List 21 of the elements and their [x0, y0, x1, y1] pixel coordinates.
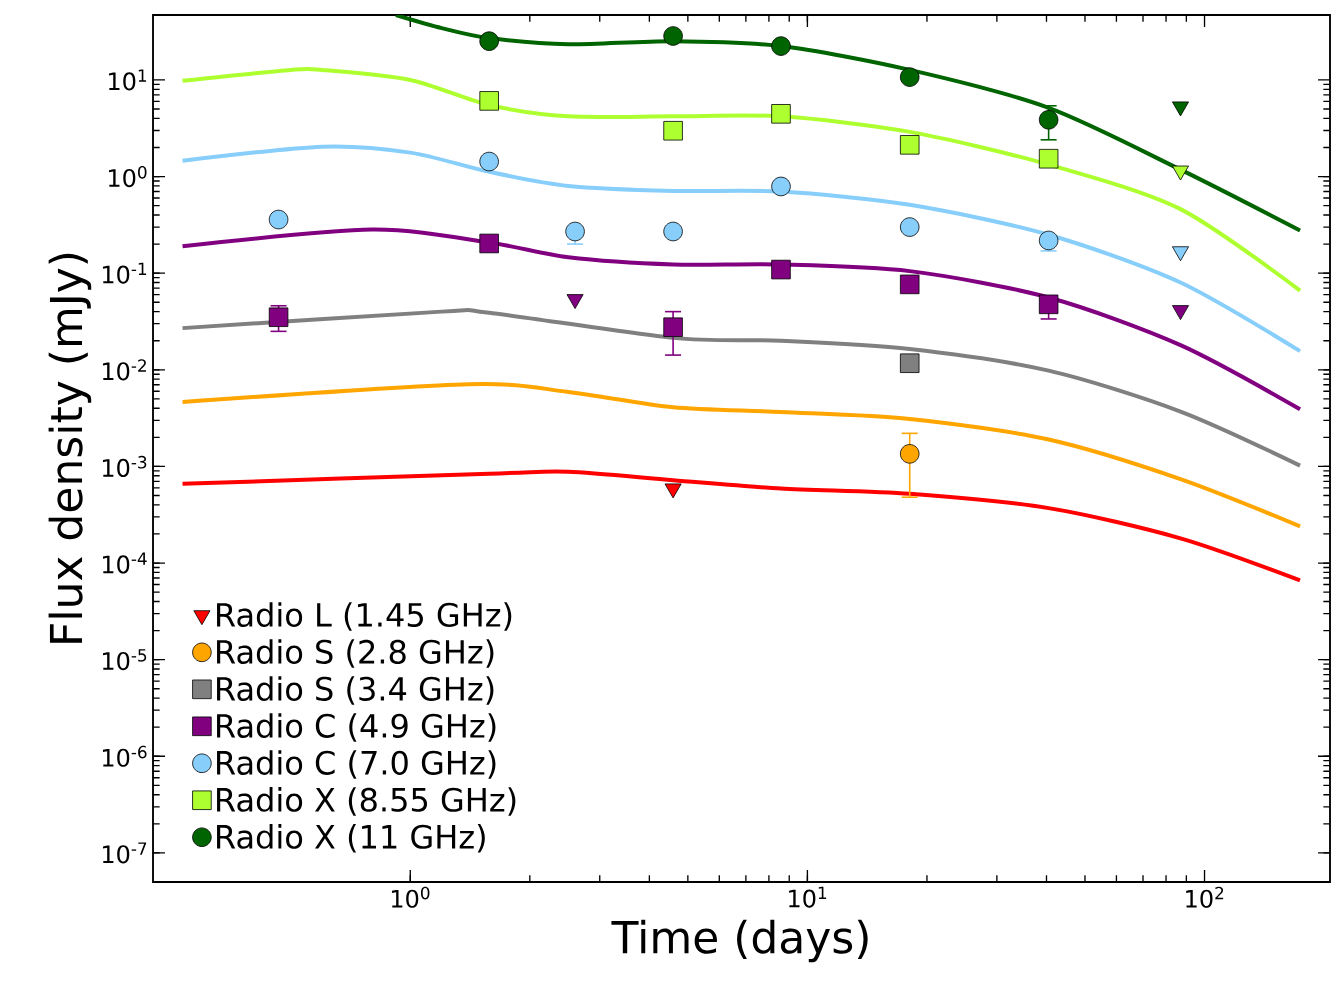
y-tick-label: 10$^{-5}$	[102, 649, 147, 671]
y-tick-label: 10$^{-6}$	[102, 745, 147, 767]
x-tick-label: 10$^{0}$	[391, 886, 430, 908]
y-tick-label: 10$^{-1}$	[102, 262, 147, 284]
legend-label: Radio S (3.4 GHz)	[217, 676, 494, 705]
legend-label: Radio X (11 GHz)	[217, 824, 485, 853]
y-tick-label: 10$^{1}$	[109, 69, 147, 91]
legend-label: Radio S (2.8 GHz)	[217, 639, 494, 668]
x-tick-label: 10$^{2}$	[1186, 886, 1224, 908]
y-tick-label: 10$^{-7}$	[102, 842, 147, 864]
legend-label: Radio L (1.45 GHz)	[217, 602, 512, 631]
x-axis-title: Time (days)	[611, 919, 868, 963]
x-tick-label: 10$^{1}$	[789, 886, 827, 908]
y-tick-label: 10$^{0}$	[109, 165, 147, 188]
y-tick-label: 10$^{-2}$	[102, 359, 146, 381]
legend-label: Radio X (8.55 GHz)	[217, 787, 516, 816]
y-tick-label: 10$^{-3}$	[102, 455, 147, 477]
legend-label: Radio C (7.0 GHz)	[217, 750, 496, 779]
y-axis-title: Flux density (mJy)	[48, 253, 92, 643]
legend-label: Radio C (4.9 GHz)	[217, 713, 496, 742]
y-tick-label: 10$^{-4}$	[102, 552, 147, 574]
